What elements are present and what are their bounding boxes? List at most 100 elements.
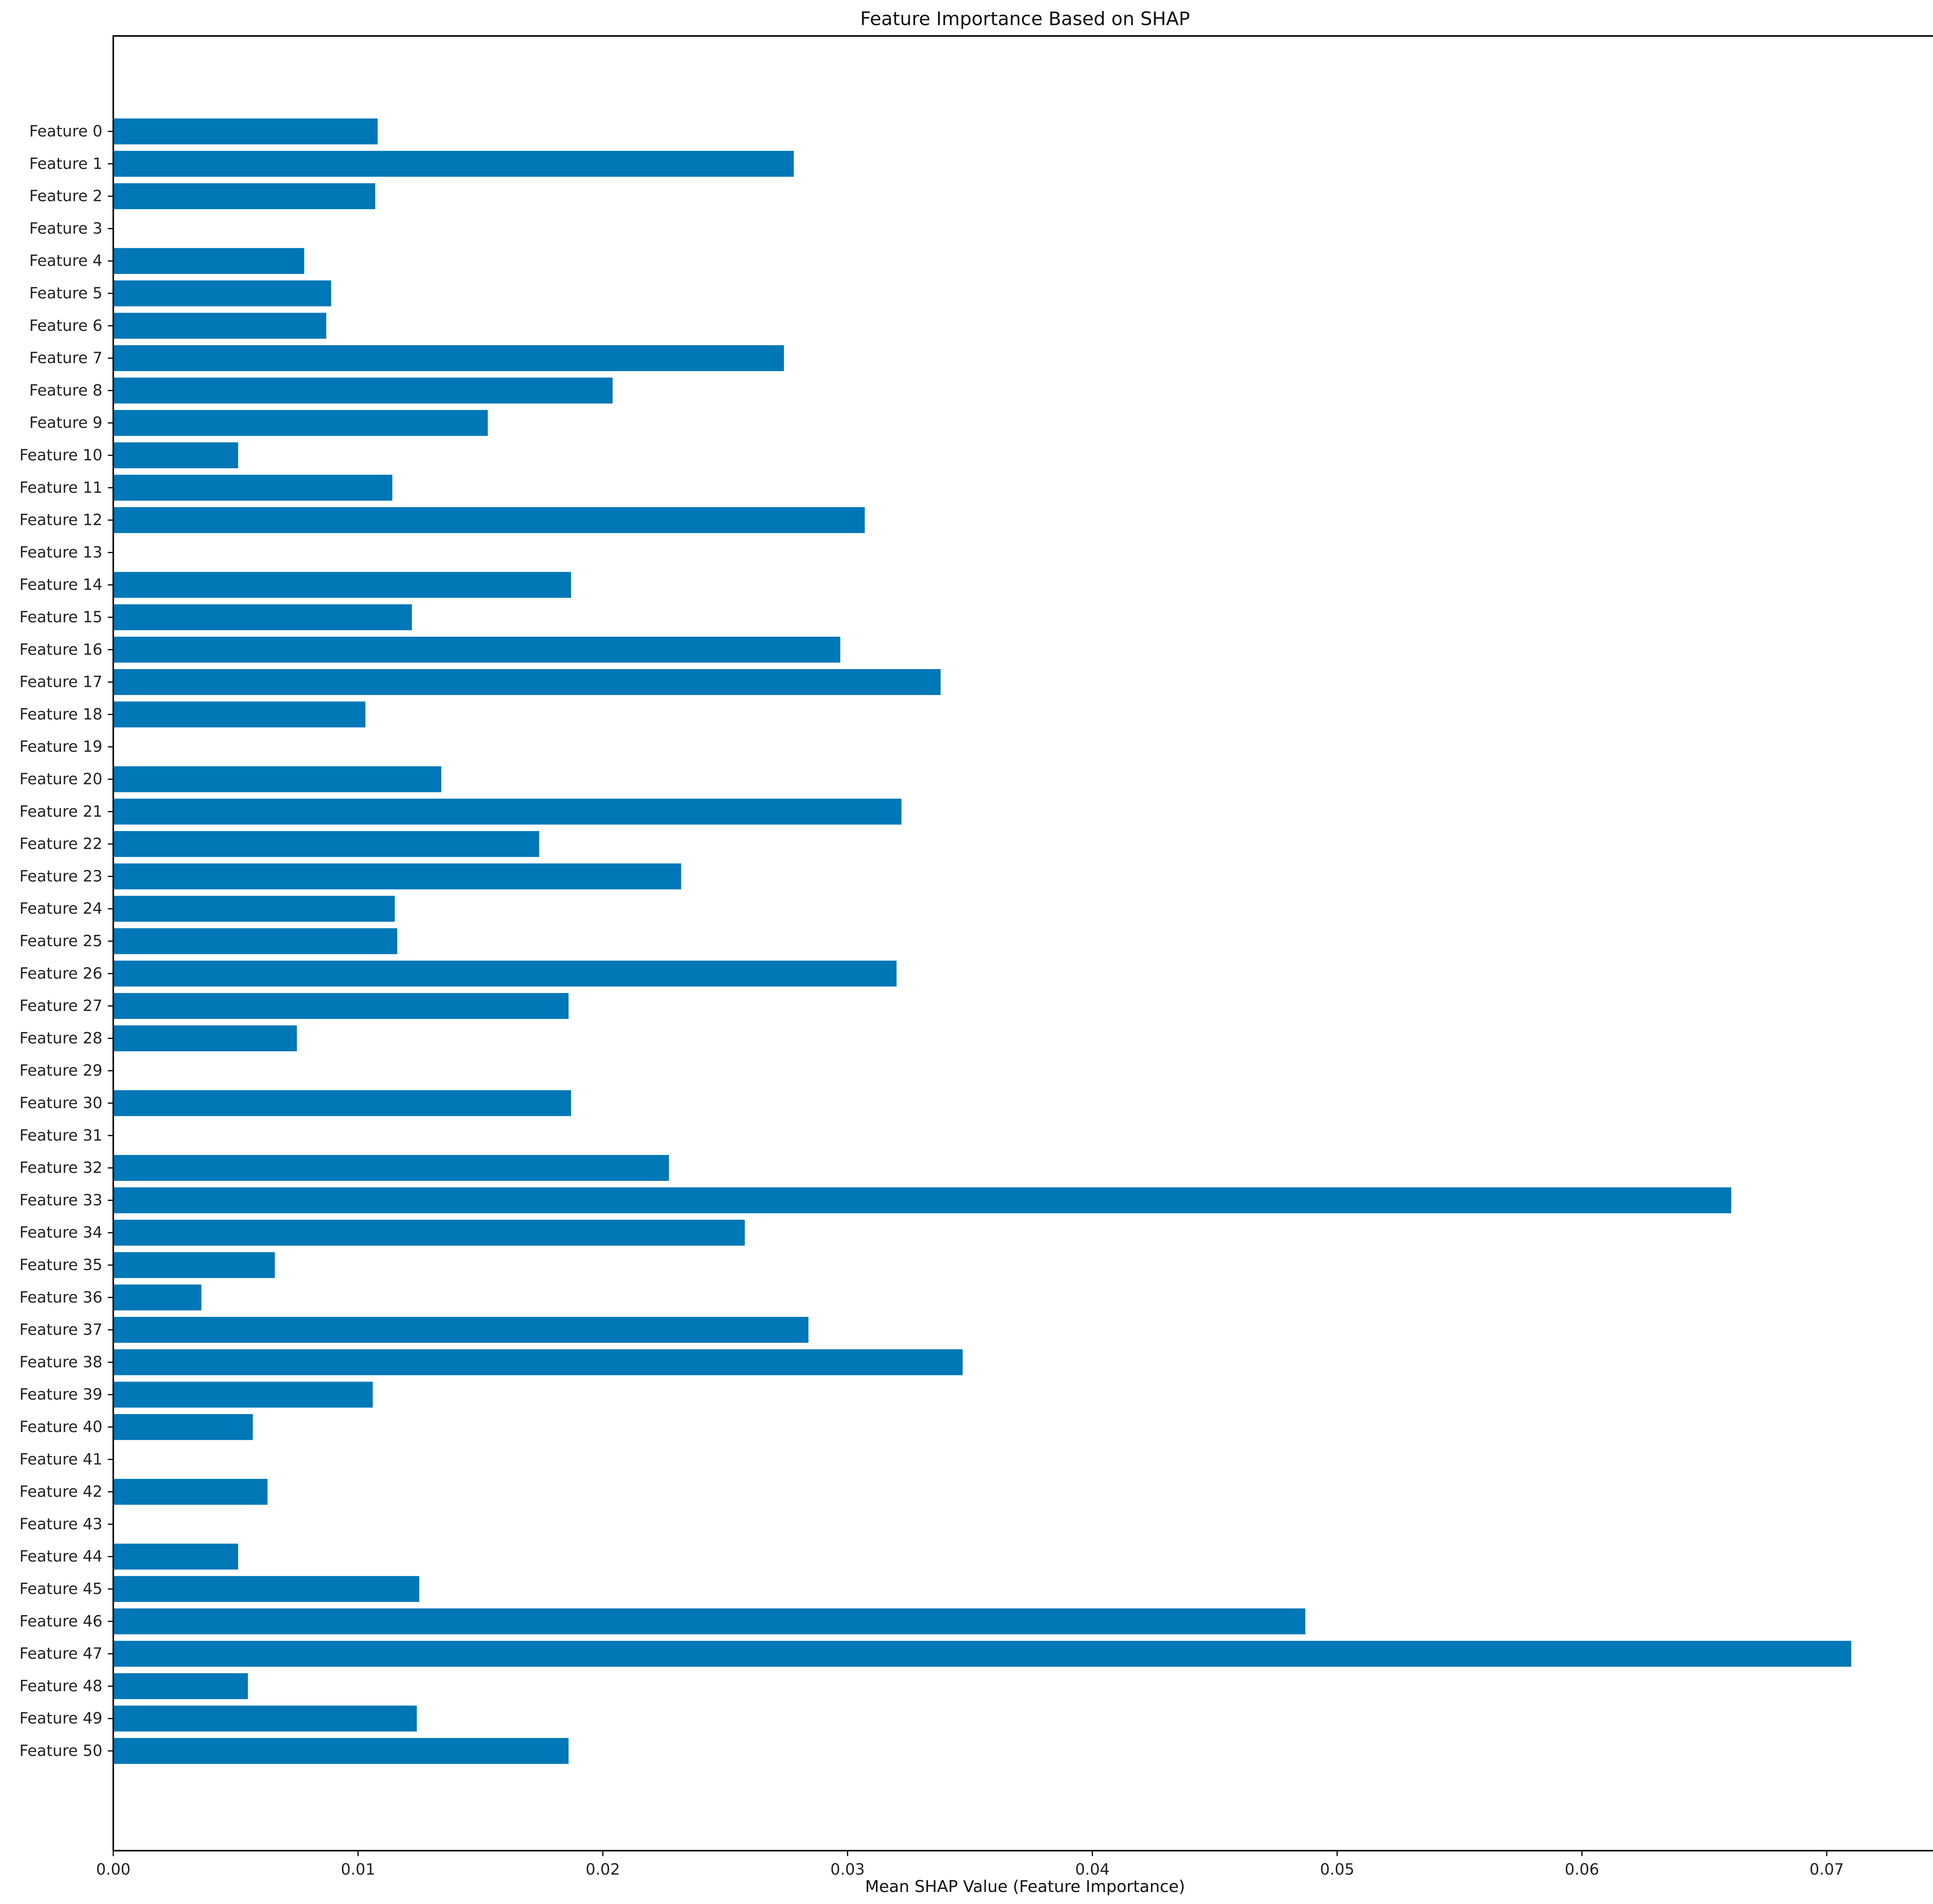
bar-feature-1 bbox=[113, 151, 794, 177]
y-tick-label: Feature 17 bbox=[19, 673, 102, 691]
bar-feature-8 bbox=[113, 377, 613, 404]
y-tick-label: Feature 42 bbox=[19, 1483, 102, 1501]
bar-feature-7 bbox=[113, 345, 784, 371]
y-tick-label: Feature 26 bbox=[19, 965, 102, 983]
y-tick-label: Feature 22 bbox=[19, 835, 102, 853]
bar-feature-47 bbox=[113, 1641, 1851, 1667]
y-tick-label: Feature 1 bbox=[29, 155, 102, 173]
y-tick-label: Feature 21 bbox=[19, 803, 102, 821]
x-axis: 0.00 0.01 0.02 0.03 0.04 0.05 0.06 0.07 bbox=[96, 1851, 1844, 1878]
y-tick-label: Feature 44 bbox=[19, 1548, 102, 1565]
y-tick-label: Feature 16 bbox=[19, 641, 102, 659]
bar-feature-45 bbox=[113, 1576, 419, 1602]
x-tick-label: 0.06 bbox=[1565, 1861, 1599, 1878]
y-tick-label: Feature 45 bbox=[19, 1580, 102, 1598]
bar-feature-28 bbox=[113, 1025, 297, 1051]
y-tick-label: Feature 38 bbox=[19, 1353, 102, 1371]
bar-feature-38 bbox=[113, 1349, 963, 1375]
y-tick-label: Feature 49 bbox=[19, 1710, 102, 1727]
bar-feature-14 bbox=[113, 572, 571, 598]
x-axis-label: Mean SHAP Value (Feature Importance) bbox=[865, 1877, 1185, 1896]
y-tick-label: Feature 32 bbox=[19, 1159, 102, 1177]
bar-feature-5 bbox=[113, 280, 331, 307]
y-tick-label: Feature 15 bbox=[19, 608, 102, 626]
bar-feature-16 bbox=[113, 637, 840, 663]
y-tick-label: Feature 28 bbox=[19, 1029, 102, 1047]
bar-feature-9 bbox=[113, 410, 488, 436]
bar-feature-0 bbox=[113, 118, 378, 145]
bar-feature-36 bbox=[113, 1284, 201, 1311]
bar-feature-27 bbox=[113, 993, 569, 1019]
y-tick-label: Feature 18 bbox=[19, 705, 102, 723]
bar-feature-4 bbox=[113, 248, 304, 274]
x-tick-label: 0.03 bbox=[830, 1861, 865, 1878]
y-tick-label: Feature 46 bbox=[19, 1613, 102, 1630]
y-tick-label: Feature 19 bbox=[19, 738, 102, 756]
plot-frame bbox=[113, 35, 1933, 1851]
bar-feature-18 bbox=[113, 701, 366, 727]
y-tick-label: Feature 4 bbox=[29, 252, 102, 270]
bar-feature-24 bbox=[113, 896, 395, 922]
y-tick-label: Feature 30 bbox=[19, 1094, 102, 1112]
bar-feature-48 bbox=[113, 1673, 248, 1699]
y-tick-label: Feature 33 bbox=[19, 1191, 102, 1209]
bar-feature-50 bbox=[113, 1738, 569, 1764]
bar-feature-40 bbox=[113, 1414, 253, 1440]
y-tick-label: Feature 12 bbox=[19, 511, 102, 529]
bar-feature-15 bbox=[113, 604, 412, 630]
bar-feature-46 bbox=[113, 1608, 1306, 1635]
bar-feature-32 bbox=[113, 1155, 669, 1181]
x-tick-label: 0.01 bbox=[341, 1861, 375, 1878]
bar-feature-12 bbox=[113, 507, 865, 533]
bar-feature-26 bbox=[113, 961, 897, 987]
y-tick-label: Feature 23 bbox=[19, 867, 102, 885]
bar-feature-35 bbox=[113, 1252, 275, 1278]
y-tick-label: Feature 34 bbox=[19, 1224, 102, 1242]
bar-feature-49 bbox=[113, 1705, 417, 1732]
y-tick-label: Feature 43 bbox=[19, 1515, 102, 1533]
bar-feature-39 bbox=[113, 1381, 373, 1408]
x-tick-label: 0.00 bbox=[96, 1861, 130, 1878]
y-tick-label: Feature 2 bbox=[29, 187, 102, 205]
bar-feature-2 bbox=[113, 183, 375, 209]
bar-feature-44 bbox=[113, 1543, 238, 1570]
y-tick-label: Feature 3 bbox=[29, 220, 102, 237]
y-tick-label: Feature 48 bbox=[19, 1677, 102, 1695]
y-axis: Feature 0 Feature 1 Feature 2 Feature 3 Feat… bbox=[19, 123, 113, 1760]
y-tick-label: Feature 9 bbox=[29, 414, 102, 432]
y-tick-label: Feature 13 bbox=[19, 543, 102, 561]
y-tick-label: Feature 6 bbox=[29, 317, 102, 335]
y-tick-label: Feature 36 bbox=[19, 1289, 102, 1306]
y-tick-label: Feature 47 bbox=[19, 1645, 102, 1663]
bar-feature-25 bbox=[113, 928, 397, 954]
bar-feature-34 bbox=[113, 1219, 745, 1246]
y-tick-label: Feature 8 bbox=[29, 381, 102, 399]
bar-feature-20 bbox=[113, 766, 441, 792]
y-tick-label: Feature 10 bbox=[19, 446, 102, 464]
y-tick-label: Feature 24 bbox=[19, 900, 102, 918]
bar-feature-37 bbox=[113, 1317, 809, 1343]
x-tick-label: 0.04 bbox=[1075, 1861, 1110, 1878]
y-tick-label: Feature 41 bbox=[19, 1451, 102, 1468]
y-tick-label: Feature 31 bbox=[19, 1127, 102, 1144]
chart-title: Feature Importance Based on SHAP bbox=[860, 8, 1190, 30]
bar-feature-6 bbox=[113, 313, 326, 339]
y-tick-label: Feature 29 bbox=[19, 1062, 102, 1080]
bar-feature-33 bbox=[113, 1187, 1732, 1213]
bar-feature-42 bbox=[113, 1479, 268, 1505]
y-tick-label: Feature 0 bbox=[29, 123, 102, 140]
bar-feature-21 bbox=[113, 799, 902, 825]
bar-feature-22 bbox=[113, 831, 539, 857]
y-tick-label: Feature 35 bbox=[19, 1256, 102, 1274]
y-tick-label: Feature 5 bbox=[29, 284, 102, 302]
bar-feature-10 bbox=[113, 442, 238, 468]
y-tick-label: Feature 27 bbox=[19, 997, 102, 1015]
y-tick-label: Feature 39 bbox=[19, 1386, 102, 1403]
y-tick-label: Feature 40 bbox=[19, 1418, 102, 1436]
y-tick-label: Feature 25 bbox=[19, 932, 102, 950]
y-tick-label: Feature 20 bbox=[19, 770, 102, 788]
y-tick-label: Feature 7 bbox=[29, 349, 102, 367]
bars-layer bbox=[113, 118, 1851, 1764]
y-tick-label: Feature 50 bbox=[19, 1742, 102, 1760]
